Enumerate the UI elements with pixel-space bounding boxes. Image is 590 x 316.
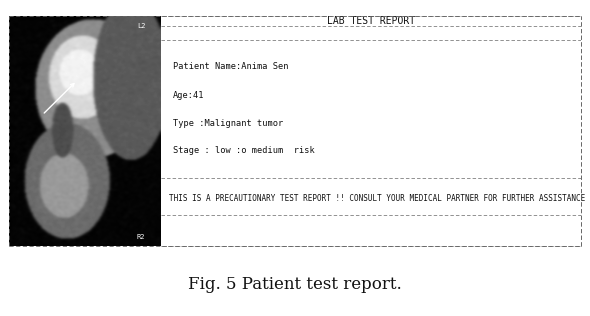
Text: R2: R2	[137, 234, 145, 240]
Text: Age:41: Age:41	[173, 91, 205, 100]
Text: LAB TEST REPORT: LAB TEST REPORT	[327, 16, 415, 26]
Text: Fig. 5 Patient test report.: Fig. 5 Patient test report.	[188, 276, 402, 293]
Text: L2: L2	[137, 23, 145, 29]
Text: Patient Name:Anima Sen: Patient Name:Anima Sen	[173, 62, 289, 71]
Text: THIS IS A PRECAUTIONARY TEST REPORT !! CONSULT YOUR MEDICAL PARTNER FOR FURTHER : THIS IS A PRECAUTIONARY TEST REPORT !! C…	[169, 193, 585, 203]
Text: Stage : low :o medium  risk: Stage : low :o medium risk	[173, 146, 315, 155]
Text: Type :Malignant tumor: Type :Malignant tumor	[173, 118, 283, 128]
